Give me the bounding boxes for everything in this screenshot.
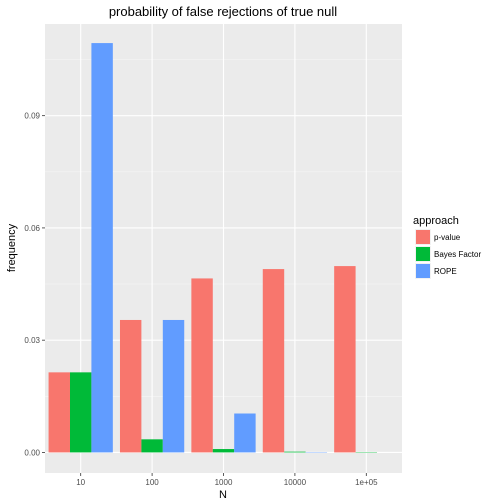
- legend-label: ROPE: [434, 267, 457, 276]
- legend-label: Bayes Factor: [434, 250, 481, 259]
- y-tick-label: 0.06: [24, 224, 40, 233]
- bar-p-value-10000: [262, 269, 285, 453]
- legend-swatch: [416, 264, 430, 278]
- x-tick-label: 100: [145, 478, 159, 487]
- x-tick-label: 1e+05: [355, 478, 378, 487]
- legend-label: p-value: [434, 233, 461, 242]
- bar-bayes-factor-10: [69, 372, 92, 453]
- bar-p-value-10: [48, 372, 70, 453]
- chart-title: probability of false rejections of true …: [109, 4, 337, 19]
- x-tick-label: 10000: [284, 478, 307, 487]
- y-tick-label: 0.03: [24, 336, 40, 345]
- x-axis-title: N: [219, 489, 227, 501]
- y-axis-ticks: 0.00 0.03 0.06 0.09: [24, 112, 45, 457]
- bar-bayes-factor-1000: [212, 449, 235, 453]
- x-axis-ticks: 10 100 1000 10000 1e+05: [76, 473, 378, 487]
- bar-rope-1000: [234, 413, 256, 453]
- bar-p-value-100: [119, 319, 142, 453]
- y-axis-title: frequency: [6, 223, 18, 272]
- legend-swatch: [416, 230, 430, 244]
- bars: [48, 43, 378, 453]
- bar-bayes-factor-10000: [284, 451, 306, 453]
- y-tick-label: 0.09: [24, 112, 40, 121]
- bar-bayes-factor-100: [141, 439, 163, 453]
- bar-rope-100: [162, 319, 185, 453]
- y-tick-label: 0.00: [24, 448, 40, 457]
- legend-swatch: [416, 247, 430, 261]
- x-tick-label: 1000: [215, 478, 233, 487]
- x-tick-label: 10: [76, 478, 85, 487]
- bar-p-value-1e-05: [334, 266, 356, 453]
- legend: approach p-value Bayes Factor ROPE: [413, 215, 481, 279]
- bar-p-value-1000: [191, 278, 213, 453]
- bar-rope-10: [91, 43, 113, 453]
- legend-title: approach: [413, 215, 459, 227]
